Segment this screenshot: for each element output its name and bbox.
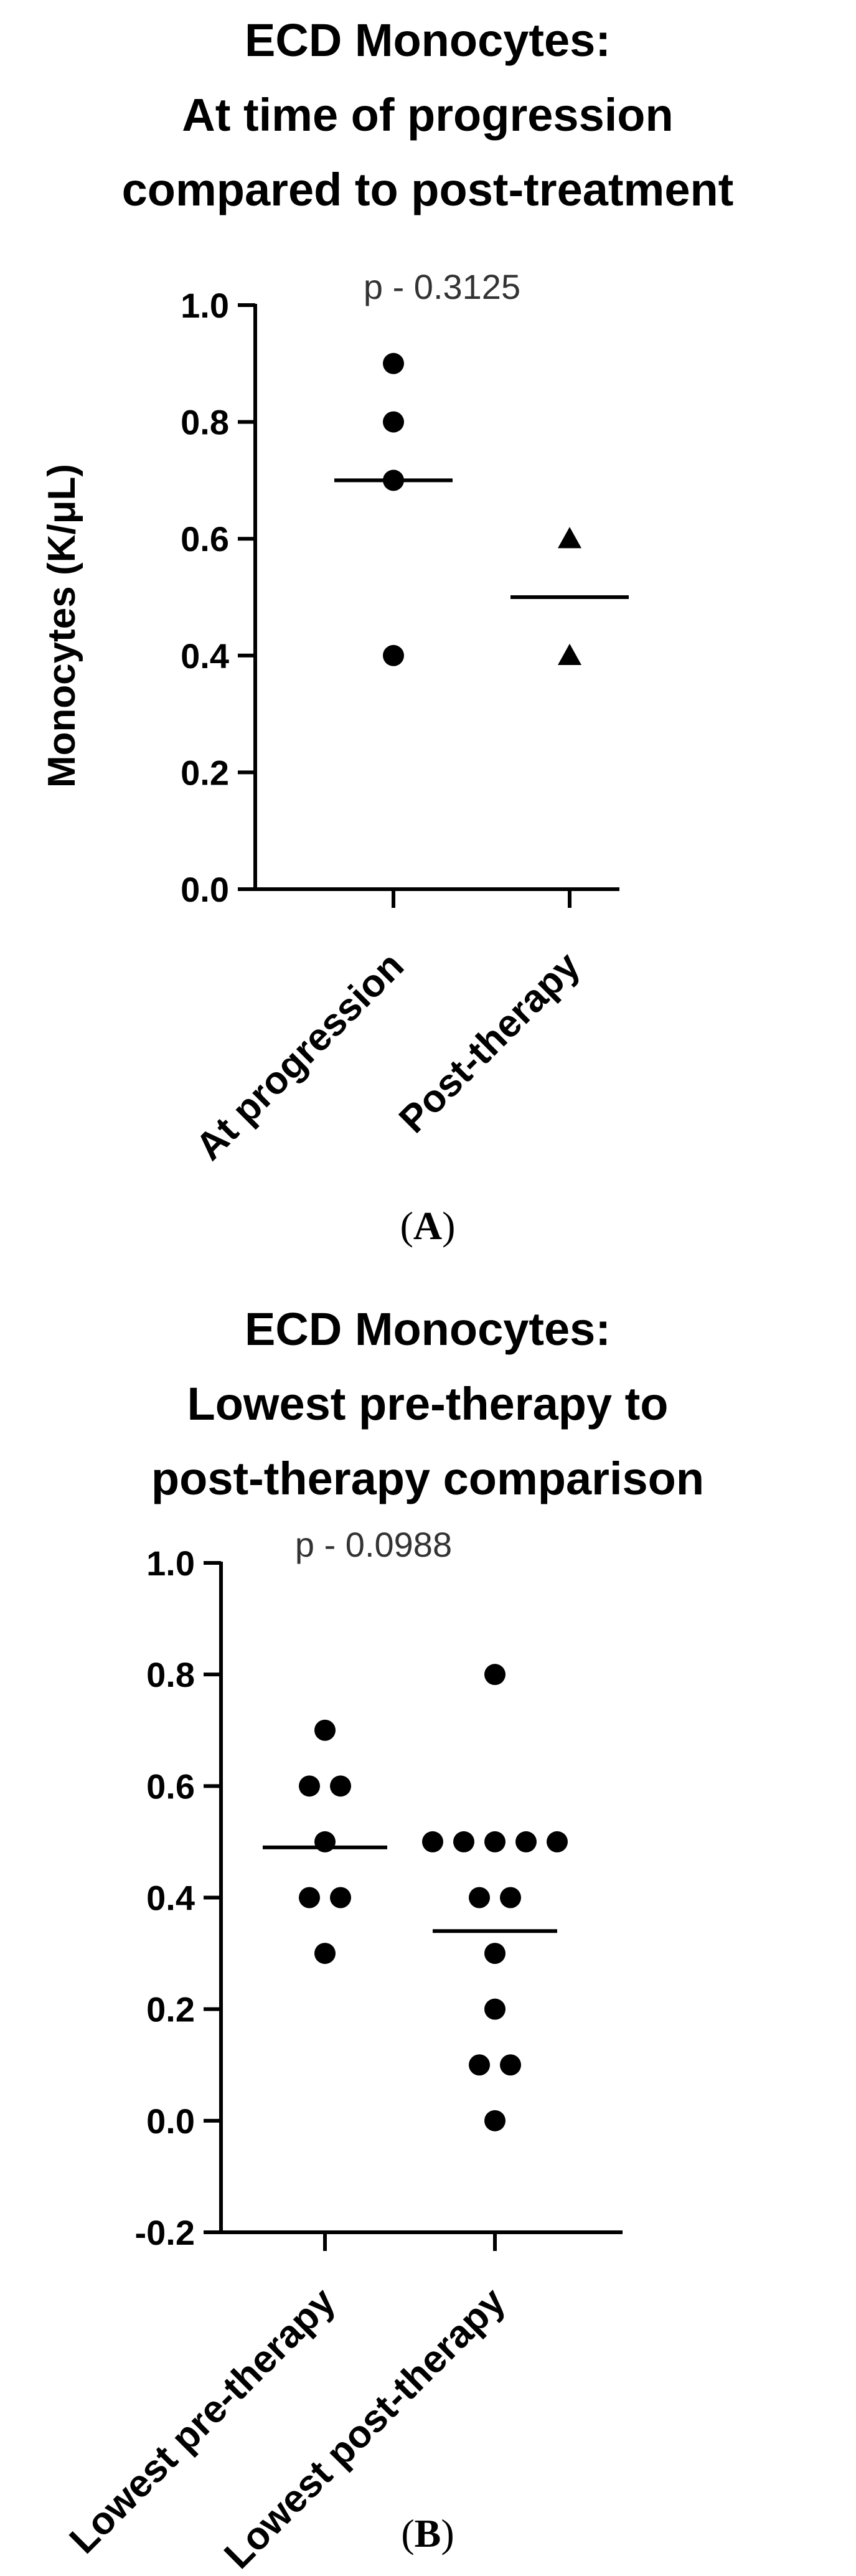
- chart-b-y-tick-label: -0.2: [135, 2213, 195, 2252]
- chart-b-y-tick-label: 0.6: [146, 1767, 195, 1806]
- chart-b-data-point: [484, 1998, 506, 2020]
- chart-a-y-tick-label: 0.2: [181, 753, 229, 792]
- chart-b-data-point: [299, 1775, 320, 1797]
- chart-b-y-tick-label: 0.2: [146, 1990, 195, 2029]
- chart-b-title-line-2: Lowest pre-therapy to: [187, 1378, 669, 1430]
- chart-a-p-value: p - 0.3125: [364, 267, 520, 306]
- chart-a-category-label: Post-therapy: [391, 944, 588, 1141]
- chart-b-title-line-3: post-therapy comparison: [151, 1453, 704, 1504]
- chart-b-title-line-1: ECD Monocytes:: [245, 1303, 611, 1355]
- chart-a-y-tick-label: 0.8: [181, 403, 229, 442]
- chart-b-data-point: [330, 1775, 351, 1797]
- chart-b-data-point: [469, 1887, 490, 1908]
- chart-b-y-tick-label: 0.8: [146, 1655, 195, 1694]
- chart-a-data-point: [558, 527, 581, 549]
- chart-b-y-tick-label: 0.4: [146, 1879, 195, 1918]
- chart-b-category-label: Lowest post-therapy: [216, 2280, 514, 2576]
- chart-b-data-point: [469, 2054, 490, 2076]
- chart-b-data-point: [453, 1831, 474, 1852]
- chart-b-data-point: [515, 1831, 537, 1852]
- chart-b-y-tick-label: 0.0: [146, 2102, 195, 2141]
- chart-a-title-line-1: ECD Monocytes:: [245, 14, 611, 66]
- chart-a-plot: 0.0 0.2 0.4 0.6 0.8 1.0 At progressionPost-the…: [181, 286, 629, 1169]
- chart-a-title-line-3: compared to post-treatment: [122, 164, 734, 215]
- chart-b-y-tick-label: 1.0: [146, 1544, 195, 1583]
- chart-b-data-point: [299, 1887, 320, 1908]
- chart-a-data-point: [558, 643, 581, 665]
- chart-a-y-tick-label: 0.6: [181, 519, 229, 559]
- chart-a-title-line-2: At time of progression: [182, 89, 673, 141]
- chart-a-data-point: [383, 644, 404, 666]
- panel-a: ECD Monocytes: At time of progression co…: [40, 14, 733, 1248]
- chart-a-y-tick-label: 0.4: [181, 636, 229, 676]
- chart-b-data-point: [547, 1831, 568, 1852]
- chart-b-data-point: [314, 1719, 336, 1741]
- chart-b-panel-label: (B): [401, 2511, 454, 2555]
- panel-b: ECD Monocytes: Lowest pre-therapy to pos…: [62, 1303, 704, 2576]
- chart-b-data-point: [500, 2054, 521, 2076]
- chart-a-category-label: At progression: [187, 944, 412, 1169]
- chart-a-data-point: [383, 352, 404, 374]
- chart-b-data-point: [484, 1664, 506, 1686]
- chart-b-data-point: [500, 1887, 521, 1908]
- chart-a-data-point: [383, 411, 404, 433]
- chart-b-data-point: [422, 1831, 443, 1852]
- chart-a-y-axis-title: Monocytes (K/μL): [40, 464, 83, 788]
- chart-b-data-point: [484, 1943, 506, 1965]
- chart-a-y-tick-label: 0.0: [181, 870, 229, 909]
- chart-a-panel-label: (A): [400, 1204, 456, 1248]
- chart-b-p-value: p - 0.0988: [295, 1525, 452, 1564]
- chart-b-data-point: [330, 1887, 351, 1908]
- chart-b-data-point: [314, 1943, 336, 1965]
- chart-a-y-tick-label: 1.0: [181, 286, 229, 325]
- chart-b-data-point: [484, 1831, 506, 1852]
- chart-b-data-point: [484, 2110, 506, 2131]
